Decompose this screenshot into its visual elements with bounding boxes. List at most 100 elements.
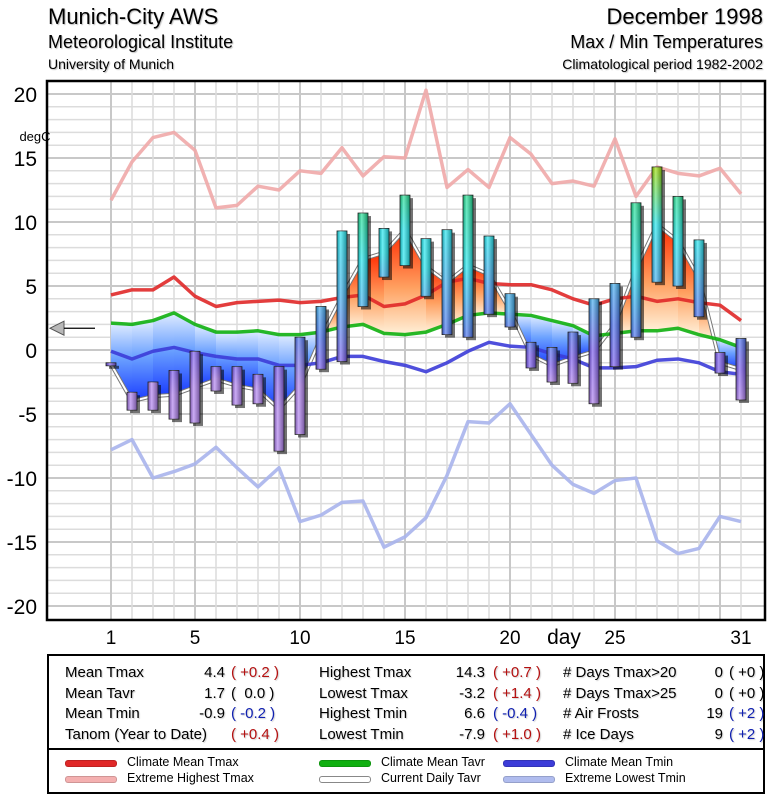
legend-label: Climate Mean Tavr [381, 755, 485, 769]
y-tick-label: -10 [7, 468, 37, 491]
y-tick-label: 20 [14, 84, 37, 107]
x-tick-label: 10 [289, 628, 310, 649]
mean-tavr-marker [48, 320, 95, 337]
daily-bar-highlight [526, 342, 536, 368]
daily-bar-highlight [169, 370, 179, 420]
stat-value: 6.6 [464, 705, 485, 722]
daily-bar-highlight [568, 332, 578, 384]
daily-bar-highlight [316, 306, 326, 370]
stat-value: 9 [714, 725, 723, 743]
plot-frame [45, 79, 767, 622]
stat-anomaly: ( 0.0 ) [231, 684, 275, 702]
x-tick-label: 31 [730, 628, 751, 649]
daily-bar-highlight [463, 195, 473, 338]
y-tick-label: 5 [25, 276, 37, 299]
y-tick-label: 10 [14, 212, 37, 235]
daily-bar-highlight [379, 228, 389, 278]
stat-anomaly: ( +2 ) [729, 725, 765, 743]
daily-bar-highlight [631, 202, 641, 338]
stat-value: 4.4 [204, 664, 225, 681]
y-tick-label: -5 [18, 404, 37, 427]
daily-bar-highlight [589, 298, 599, 404]
daily-bar-highlight [652, 166, 662, 283]
stat-label: Mean Tmin [65, 705, 140, 722]
daily-bar-highlight [127, 392, 137, 411]
legend-label: Climate Mean Tmin [565, 755, 674, 769]
legend-swatch [319, 760, 371, 767]
daily-bar-highlight [337, 230, 347, 362]
stat-anomaly: ( +1.4 ) [493, 684, 541, 702]
daily-bar-highlight [442, 229, 452, 335]
legend-label: Extreme Lowest Tmin [565, 771, 686, 785]
daily-bar-highlight [505, 293, 515, 327]
stat-value: 14.3 [455, 664, 485, 681]
daily-bar-highlight [106, 362, 116, 366]
stat-value: -3.2 [459, 684, 485, 702]
stat-value: -0.9 [199, 705, 225, 722]
y-axis-label: degC [19, 129, 50, 144]
stat-label: # Days Tmax>20 [563, 664, 677, 681]
legend-swatch [65, 776, 117, 783]
daily-bar-highlight [358, 213, 368, 307]
daily-bar-highlight [253, 374, 263, 404]
stat-label: Highest Tmax [319, 664, 412, 681]
stat-anomaly: ( +0.4 ) [231, 725, 279, 743]
stat-value: 1.7 [204, 684, 225, 702]
legend-label: Extreme Highest Tmax [127, 771, 254, 785]
institute-title: Meteorological Institute [48, 32, 234, 52]
daily-bar-highlight [484, 236, 494, 315]
y-tick-label: -15 [7, 532, 37, 555]
legend-swatch [503, 760, 555, 767]
daily-bar-highlight [274, 366, 284, 452]
x-tick-label: 1 [106, 628, 117, 649]
daily-bar-highlight [715, 352, 725, 374]
daily-bar-highlight [232, 366, 242, 406]
daily-bar-highlight [610, 283, 620, 367]
stat-anomaly: ( +0 ) [729, 664, 765, 681]
cold-anomaly-fill [132, 320, 153, 402]
stat-value: 19 [706, 705, 723, 722]
stat-value: 0 [714, 664, 723, 681]
stat-label: Mean Tavr [65, 684, 135, 702]
stat-label: # Air Frosts [563, 705, 639, 722]
y-tick-label: 0 [25, 340, 37, 363]
arrow-left-icon [48, 320, 65, 337]
y-tick-label: 15 [14, 148, 37, 171]
university-title: University of Munich [48, 56, 175, 72]
daily-bar-highlight [421, 238, 431, 297]
stat-value: 0 [714, 684, 723, 702]
y-tick-label: -20 [7, 596, 37, 619]
daily-bar-highlight [400, 195, 410, 266]
daily-bar-highlight [295, 337, 305, 435]
climate-mean-tmin-line [110, 340, 742, 377]
stat-anomaly: ( +0 ) [729, 684, 765, 702]
stat-anomaly: ( +2 ) [729, 705, 765, 722]
stat-anomaly: ( +0.7 ) [493, 664, 541, 681]
daily-bar-highlight [547, 347, 557, 382]
chart-subtitle: Max / Min Temperatures [570, 32, 763, 52]
daily-bar-highlight [190, 351, 200, 423]
daily-bar-highlight [211, 366, 221, 391]
stat-label: Lowest Tmax [319, 684, 408, 702]
stat-anomaly: ( +1.0 ) [493, 725, 541, 743]
stat-anomaly: ( -0.4 ) [493, 705, 538, 722]
legend-label: Climate Mean Tmax [127, 755, 239, 769]
daily-bar-shadow [109, 365, 119, 369]
daily-bar-highlight [673, 196, 683, 286]
x-tick-label: 20 [499, 628, 520, 649]
legend-swatch [503, 776, 555, 783]
daily-bar-highlight [736, 338, 746, 400]
stat-label: # Days Tmax>25 [563, 684, 677, 702]
extreme-lowest-tmin-line [110, 402, 742, 556]
daily-bar-highlight [148, 382, 158, 411]
x-tick-label: 15 [394, 628, 415, 649]
station-title: Munich-City AWS [48, 4, 219, 29]
period-title: December 1998 [606, 4, 763, 29]
x-axis-label: day [547, 626, 581, 649]
x-tick-label: 5 [190, 628, 201, 649]
statistics-panel: Mean Tmax 4.4 ( +0.2 ) Mean Tavr 1.7 ( 0.0 ) M… [47, 654, 765, 794]
stat-label: Tanom (Year to Date) [65, 725, 208, 743]
stat-anomaly: ( +0.2 ) [231, 664, 279, 681]
x-tick-label: 25 [604, 628, 625, 649]
